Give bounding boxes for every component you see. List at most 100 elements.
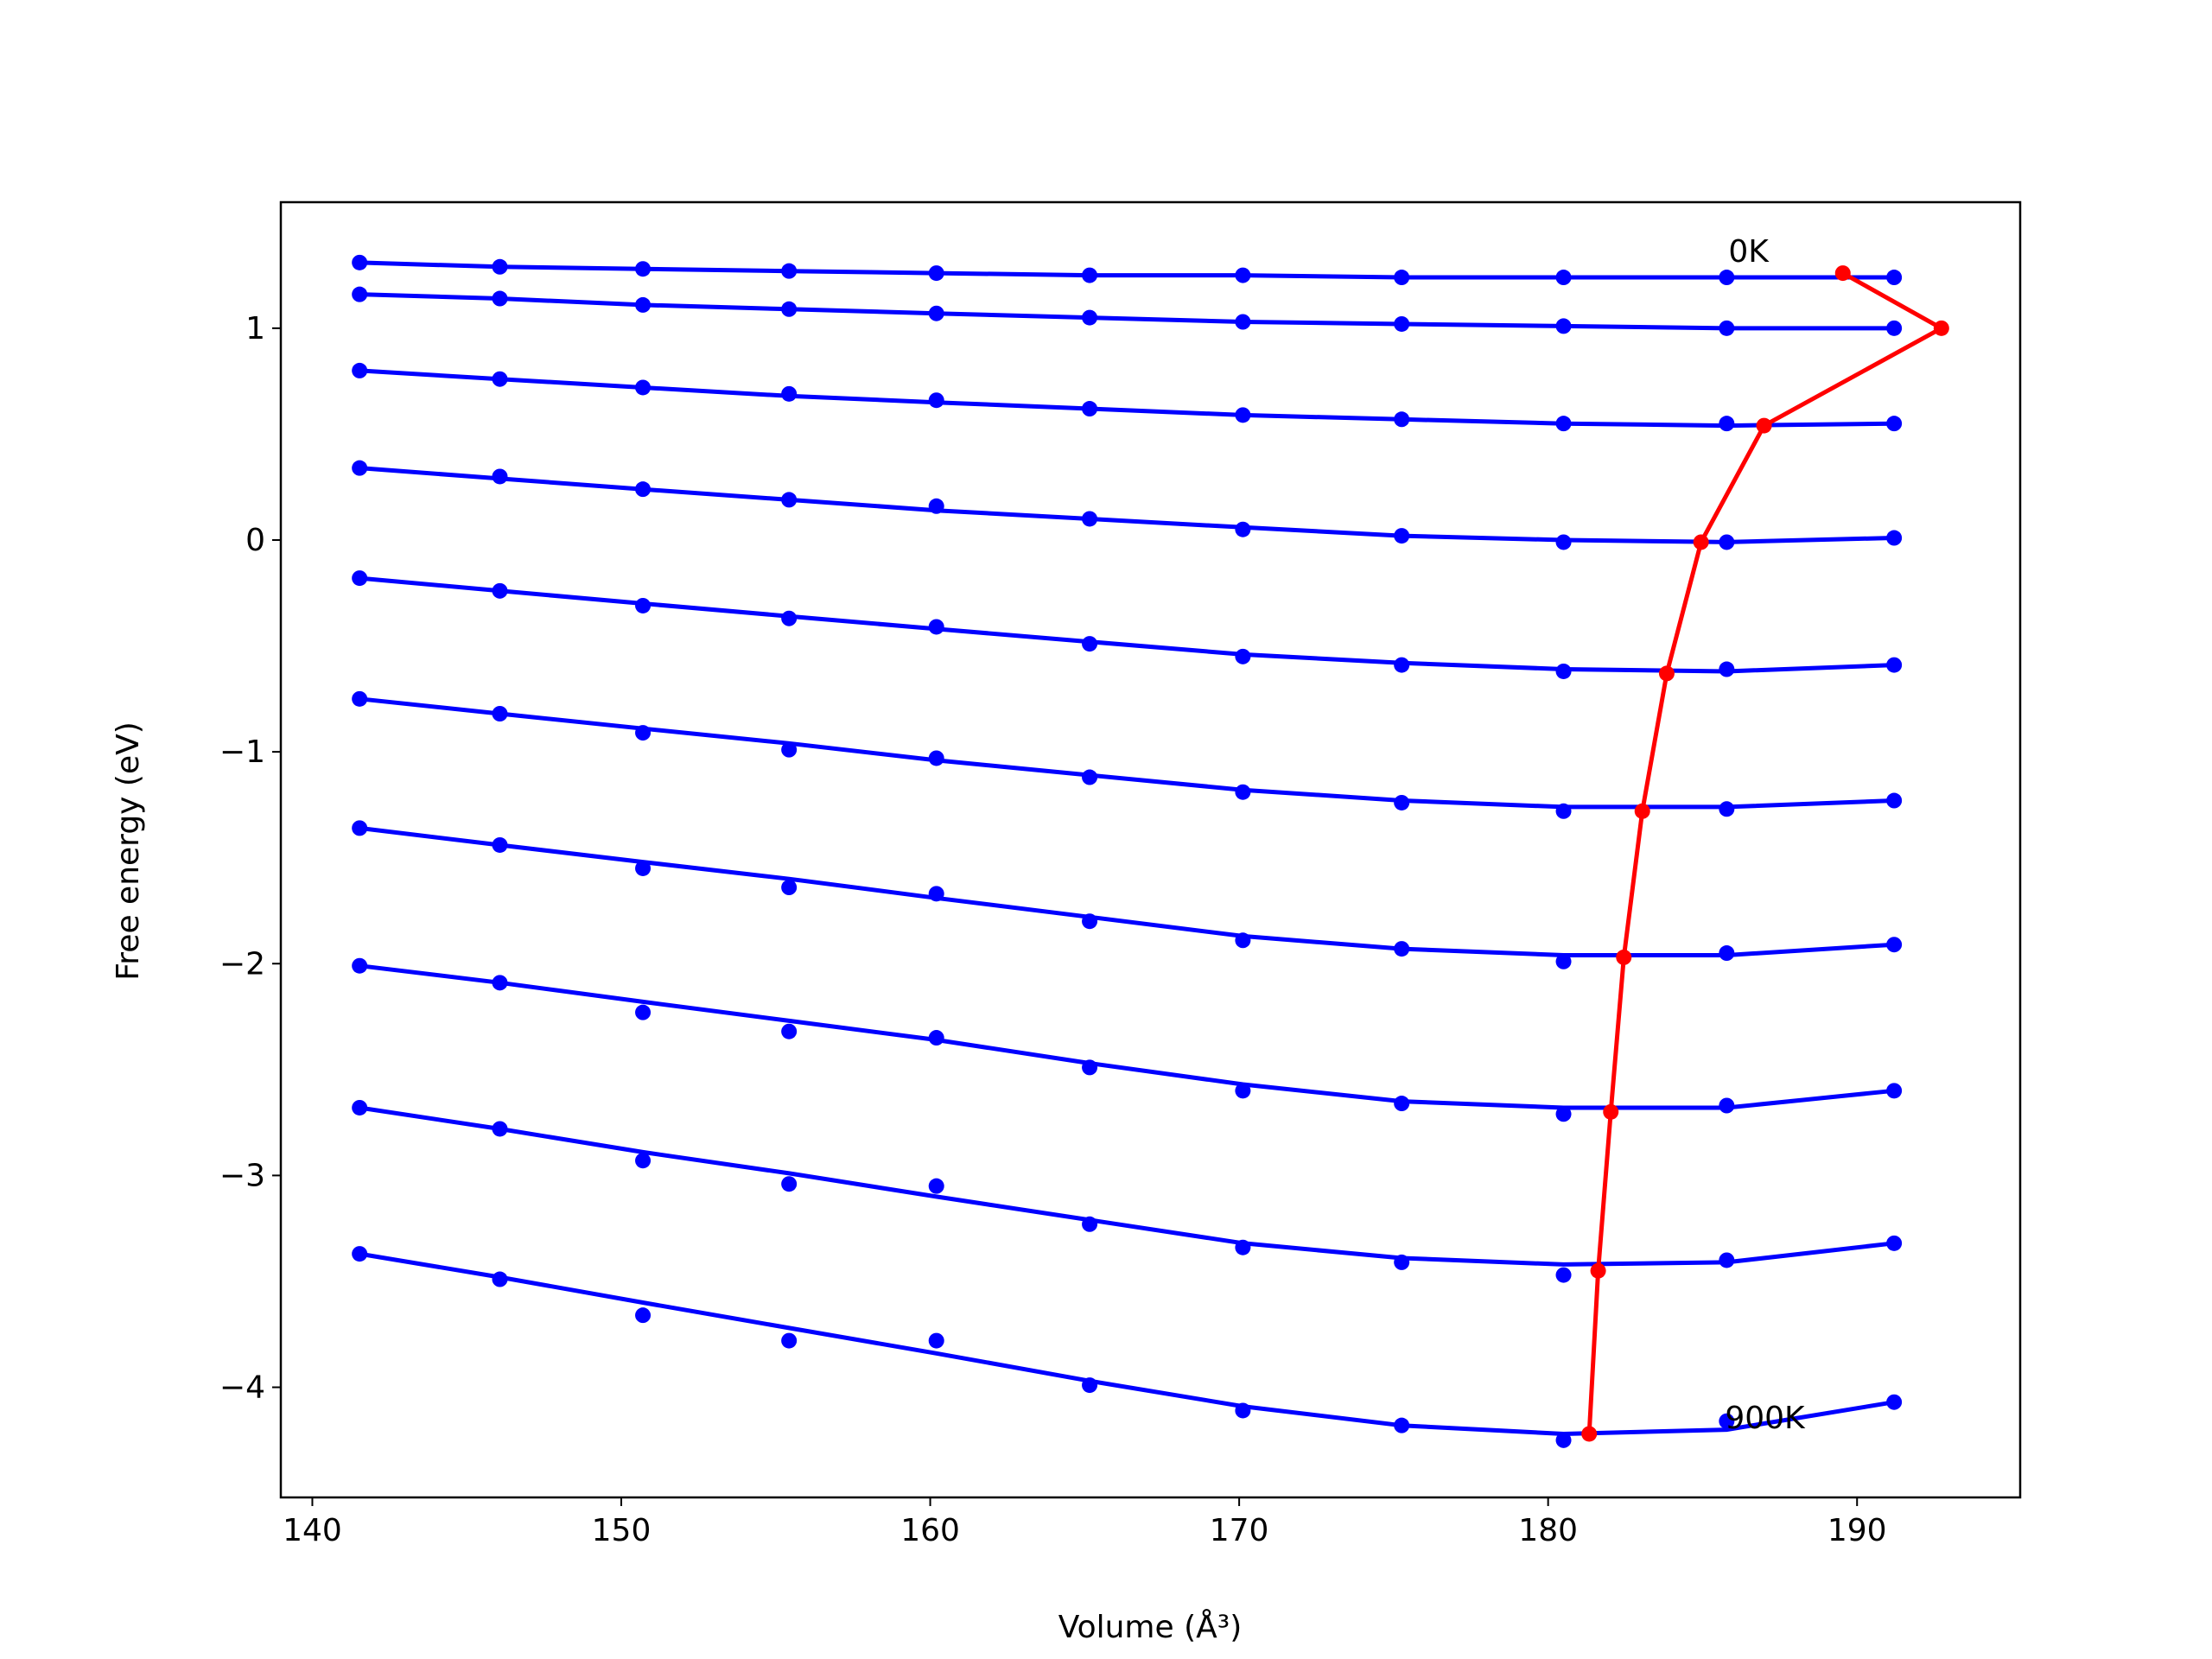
data-point xyxy=(928,498,944,514)
minimum-point xyxy=(1603,1103,1619,1120)
data-point xyxy=(1082,1377,1098,1394)
data-point xyxy=(492,1121,508,1137)
data-point xyxy=(352,957,368,974)
data-point xyxy=(352,570,368,587)
minimum-point xyxy=(1693,534,1709,550)
fit-line xyxy=(359,466,1895,544)
data-point xyxy=(1394,941,1410,957)
data-point xyxy=(492,290,508,307)
data-point xyxy=(1886,270,1903,286)
data-point xyxy=(1235,407,1251,423)
data-point xyxy=(1886,1394,1903,1410)
data-point xyxy=(492,836,508,853)
x-axis-label: Volume (Å³) xyxy=(1058,1608,1242,1645)
data-point xyxy=(1555,953,1572,969)
data-point xyxy=(1394,794,1410,810)
data-point xyxy=(1719,416,1735,432)
fit-line xyxy=(359,1251,1895,1437)
data-point xyxy=(1235,932,1251,949)
data-point xyxy=(781,301,798,317)
data-point xyxy=(1082,309,1098,326)
data-point xyxy=(352,820,368,836)
data-point xyxy=(1719,661,1735,677)
data-point xyxy=(928,886,944,902)
data-point xyxy=(635,296,652,313)
data-point xyxy=(1394,657,1410,673)
data-point xyxy=(1235,267,1251,283)
data-point xyxy=(1555,663,1572,679)
data-point xyxy=(1886,416,1903,432)
data-point xyxy=(1082,401,1098,417)
data-point xyxy=(928,1030,944,1046)
data-point xyxy=(635,1153,652,1169)
data-point xyxy=(928,1178,944,1194)
data-point xyxy=(635,1307,652,1324)
minimum-point xyxy=(1834,265,1851,282)
data-point xyxy=(1082,636,1098,652)
fit-line xyxy=(359,696,1895,810)
data-point xyxy=(1719,945,1735,962)
data-point xyxy=(1394,1417,1410,1433)
data-point xyxy=(781,1176,798,1192)
data-point xyxy=(1719,1413,1735,1429)
data-point xyxy=(781,263,798,279)
data-point xyxy=(1555,534,1572,550)
data-point xyxy=(1394,315,1410,332)
fit-line xyxy=(359,1105,1895,1267)
x-tick-label: 190 xyxy=(1827,1513,1887,1548)
data-point xyxy=(635,379,652,396)
data-point xyxy=(1394,1254,1410,1270)
data-point xyxy=(1886,1083,1903,1099)
data-point xyxy=(352,460,368,476)
y-tick-label: −4 xyxy=(219,1370,265,1406)
annotation: 900K xyxy=(1725,1401,1806,1436)
data-point xyxy=(928,305,944,321)
data-point xyxy=(1235,1083,1251,1099)
data-point xyxy=(1555,416,1572,432)
data-point xyxy=(1394,411,1410,428)
fit-line xyxy=(359,292,1895,331)
data-point xyxy=(1082,511,1098,527)
minimum-point xyxy=(1616,949,1632,965)
data-point xyxy=(1235,314,1251,330)
data-point xyxy=(635,481,652,498)
fit-line xyxy=(359,368,1895,429)
y-tick-label: 0 xyxy=(245,523,265,558)
data-point xyxy=(1719,270,1735,286)
data-point xyxy=(1719,1252,1735,1268)
data-point xyxy=(1235,784,1251,800)
data-point xyxy=(352,1099,368,1116)
data-point xyxy=(1555,318,1572,334)
minimum-point xyxy=(1658,665,1675,682)
data-point xyxy=(928,265,944,282)
data-point xyxy=(352,362,368,378)
data-point xyxy=(1082,267,1098,283)
data-point xyxy=(1555,270,1572,286)
minimum-point xyxy=(1581,1426,1598,1442)
y-axis-label: Free energy (eV) xyxy=(111,721,146,981)
data-point xyxy=(492,371,508,387)
data-point xyxy=(352,1246,368,1262)
data-point xyxy=(1555,1267,1572,1283)
minimum-point xyxy=(1933,320,1949,336)
data-point xyxy=(1886,530,1903,546)
plot-frame xyxy=(279,200,2022,1499)
data-point xyxy=(635,261,652,277)
data-point xyxy=(781,610,798,626)
data-point xyxy=(1235,521,1251,537)
data-point xyxy=(781,1332,798,1349)
data-point xyxy=(635,1004,652,1020)
y-tick-label: −1 xyxy=(219,734,265,770)
data-point xyxy=(1235,1402,1251,1419)
data-point xyxy=(1082,1216,1098,1232)
data-point xyxy=(492,975,508,991)
data-point xyxy=(1235,648,1251,664)
data-point xyxy=(928,392,944,409)
fit-line xyxy=(359,963,1895,1110)
data-point xyxy=(1235,1239,1251,1255)
data-point xyxy=(781,880,798,896)
data-point xyxy=(781,741,798,758)
y-tick-label: −3 xyxy=(219,1158,265,1193)
data-point xyxy=(352,254,368,270)
